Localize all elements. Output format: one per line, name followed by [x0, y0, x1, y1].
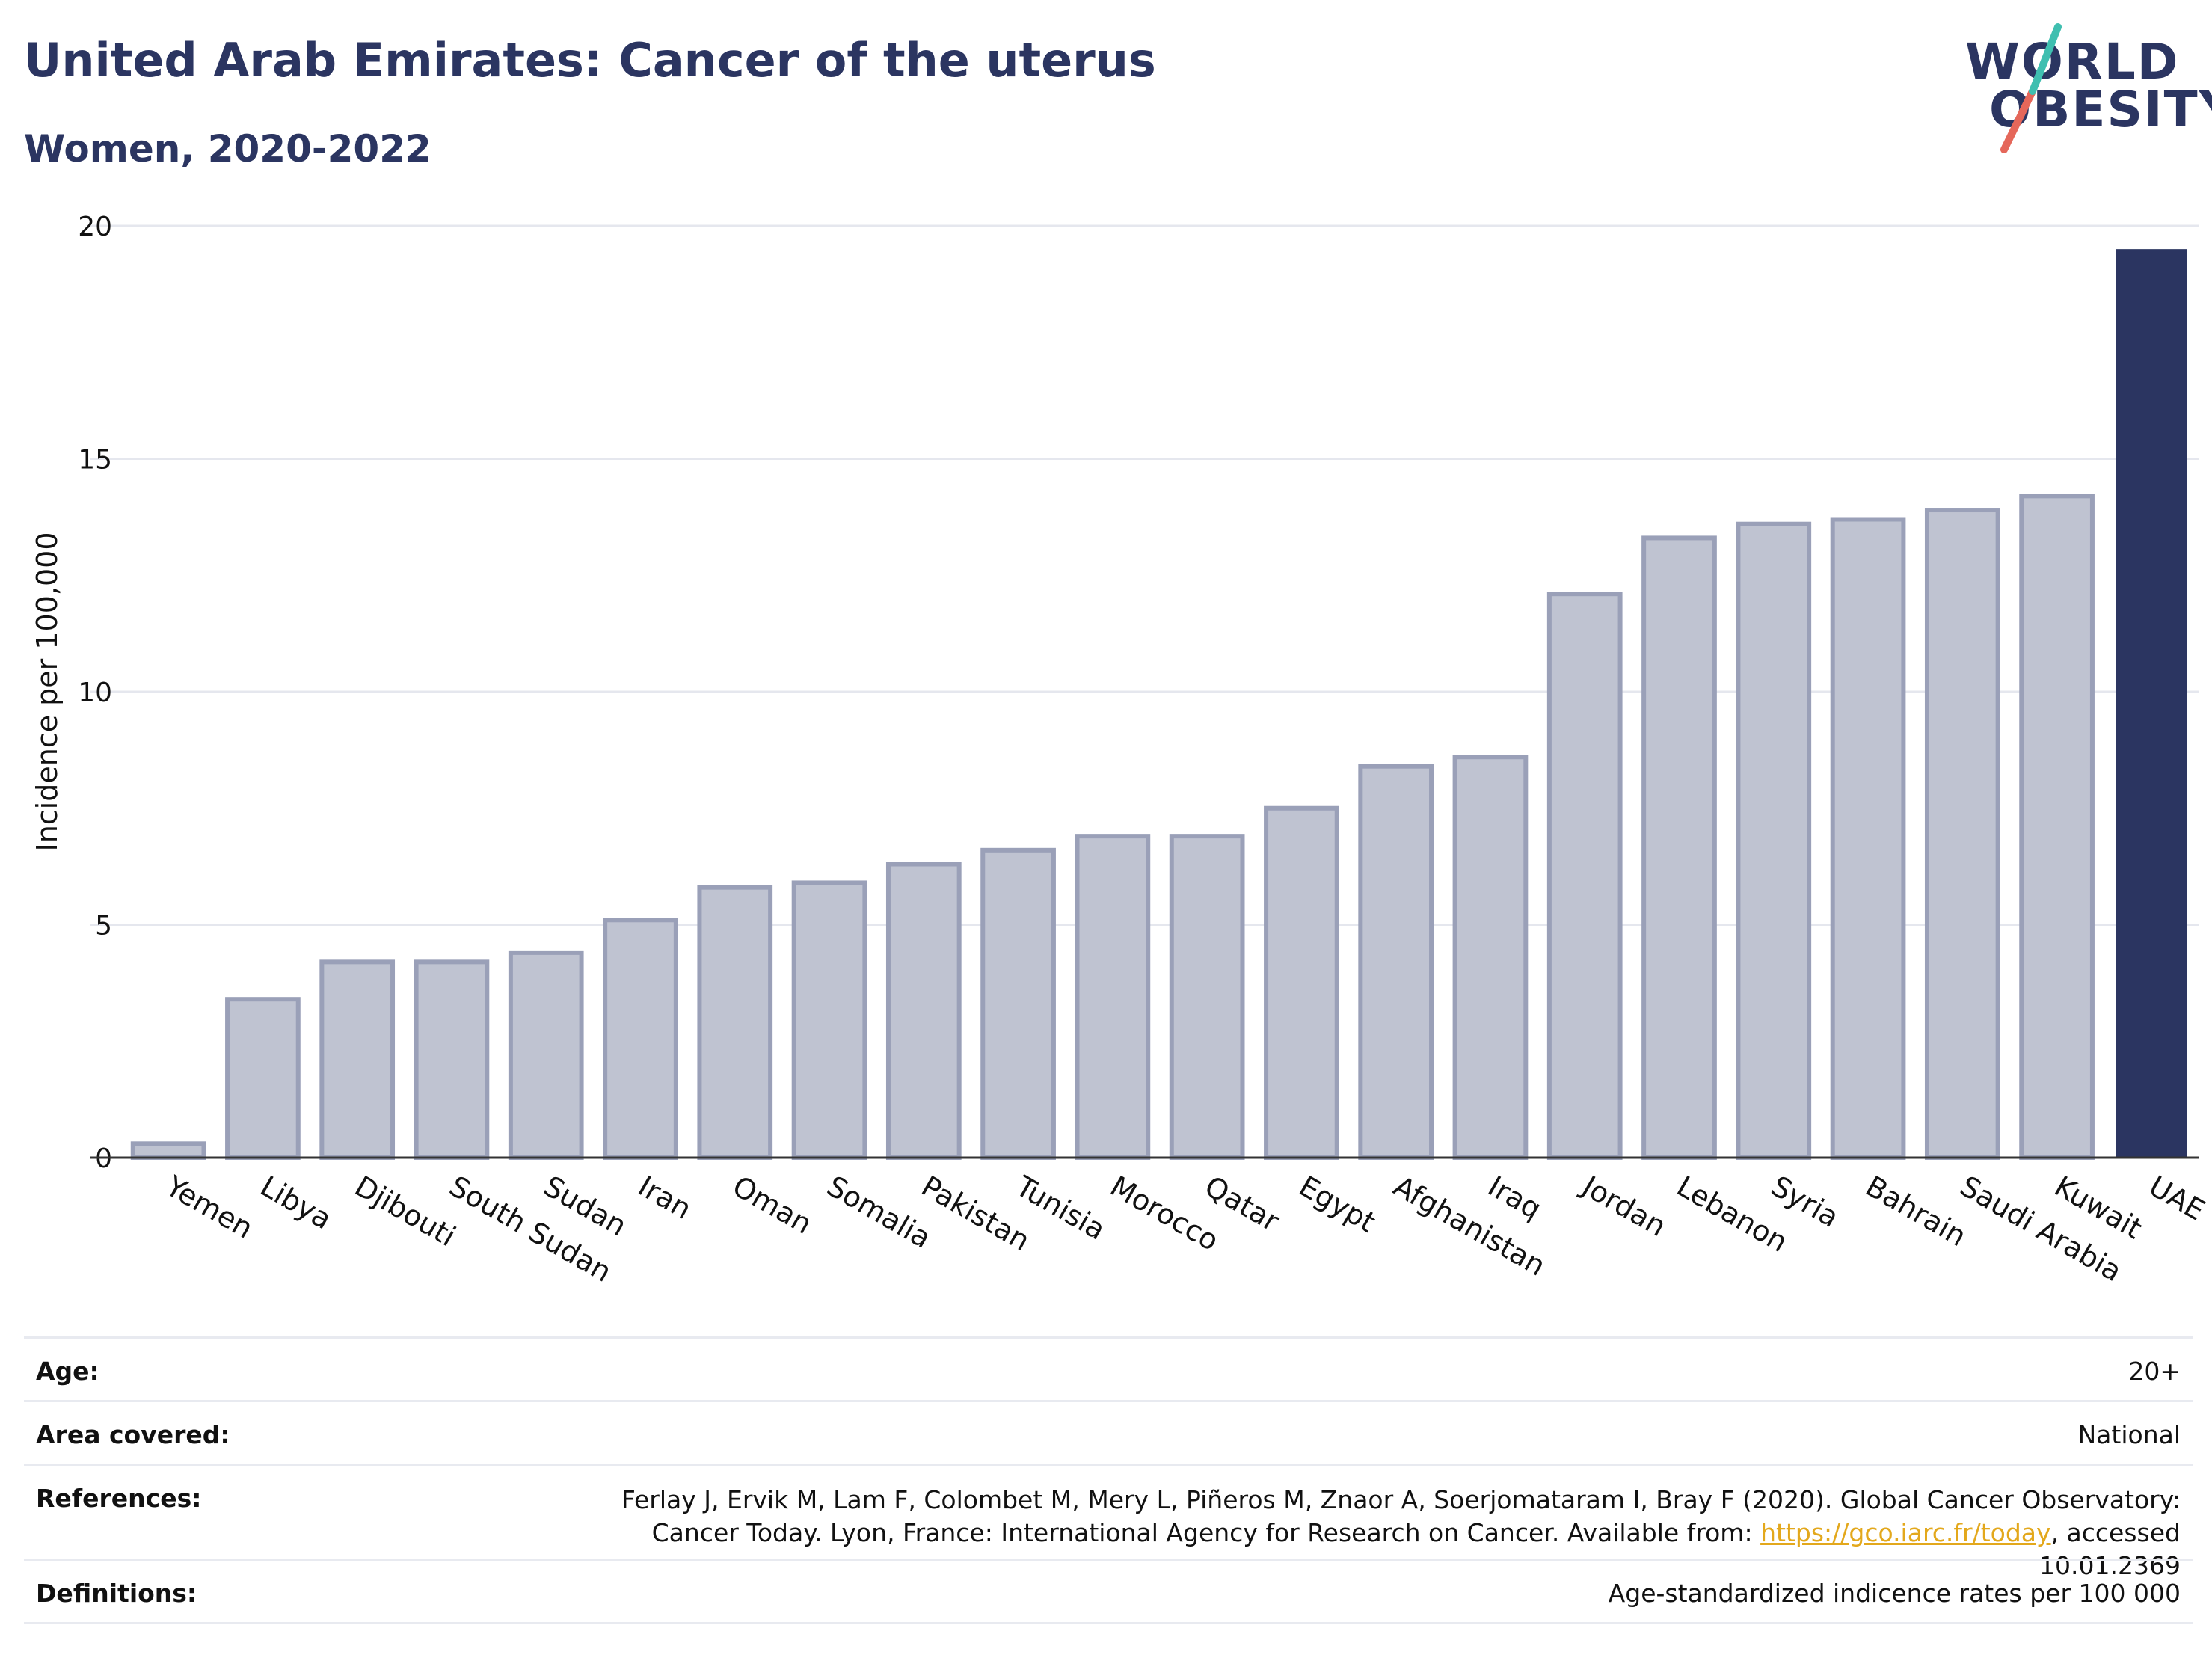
chart-subtitle: Women, 2020-2022 [24, 127, 431, 171]
bar-jordan [1546, 592, 1623, 1160]
definitions-label: Definitions: [36, 1579, 197, 1608]
bar-somalia [791, 880, 867, 1160]
y-tick-label: 10 [78, 678, 112, 708]
y-tick-label: 20 [78, 212, 112, 242]
bar-djibouti [319, 959, 396, 1160]
logo-word-1: WORLD [1965, 33, 2180, 90]
bar-libya [225, 997, 301, 1161]
logo-slash-icon [2000, 23, 2062, 153]
bar-kuwait [2019, 494, 2095, 1160]
bar-lebanon [1641, 535, 1717, 1161]
chart-title: United Arab Emirates: Cancer of the uter… [24, 33, 1156, 87]
x-tick-label: UAE [2143, 1170, 2210, 1227]
bar-afghanistan [1358, 764, 1434, 1160]
bar-pakistan [885, 862, 962, 1160]
bar-south-sudan [414, 959, 490, 1160]
x-tick-label: Saudi Arabia [1955, 1170, 2127, 1289]
definitions-value: Age-standardized indicence rates per 100… [1608, 1579, 2181, 1608]
x-tick-label: Somalia [822, 1170, 937, 1255]
bar-morocco [1075, 834, 1151, 1160]
bar-saudi-arabia [1924, 508, 2000, 1160]
y-tick-labels: 05101520 [78, 212, 112, 1174]
bars [130, 249, 2187, 1161]
age-row: Age: 20+ [24, 1336, 2193, 1400]
y-tick-label: 15 [78, 445, 112, 476]
bar-egypt [1264, 805, 1339, 1160]
chart-metadata-table: Age: 20+ Area covered: National Referenc… [24, 1336, 2193, 1624]
bar-iraq [1452, 755, 1529, 1160]
references-link[interactable]: https://gco.iarc.fr/today [1760, 1518, 2051, 1547]
area-row: Area covered: National [24, 1400, 2193, 1464]
references-row: References: Ferlay J, Ervik M, Lam F, Co… [24, 1464, 2193, 1580]
x-tick-label: Pakistan [916, 1170, 1036, 1258]
x-tick-label: Morocco [1105, 1170, 1224, 1258]
references-value: Ferlay J, Ervik M, Lam F, Colombet M, Me… [535, 1484, 2181, 1582]
bar-syria [1736, 521, 1812, 1161]
y-tick-label: 5 [95, 911, 112, 942]
bar-yemen [130, 1141, 206, 1161]
x-tick-label: Iran [633, 1170, 697, 1226]
bar-uae [2116, 249, 2187, 1158]
x-tick-label: Egypt [1294, 1170, 1381, 1239]
references-text: Ferlay J, Ervik M, Lam F, Colombet M, Me… [621, 1485, 2181, 1547]
x-tick-label: Yemen [160, 1169, 259, 1245]
bar-bahrain [1830, 517, 1906, 1160]
x-tick-label: Bahrain [1861, 1170, 1972, 1253]
bar-tunisia [980, 847, 1056, 1160]
y-axis-label: Incidence per 100,000 [31, 532, 64, 851]
bar-oman [697, 885, 773, 1160]
x-tick-label: Jordan [1576, 1169, 1671, 1244]
references-label: References: [36, 1484, 202, 1513]
age-label: Age: [36, 1357, 99, 1386]
bar-sudan [508, 950, 584, 1160]
bar-qatar [1169, 834, 1245, 1160]
definitions-row: Definitions: Age-standardized indicence … [24, 1559, 2193, 1624]
area-label: Area covered: [36, 1420, 230, 1449]
area-value: National [2077, 1420, 2181, 1449]
x-tick-label: Djibouti [349, 1170, 461, 1253]
x-tick-label: Iraq [1482, 1170, 1546, 1226]
age-value: 20+ [2128, 1357, 2181, 1386]
bar-iran [603, 918, 678, 1161]
x-tick-label: Libya [255, 1170, 337, 1236]
x-tick-label: South Sudan [443, 1170, 617, 1289]
x-tick-label: Oman [727, 1170, 817, 1241]
world-obesity-logo: WORLD OBESITY [1944, 22, 2212, 157]
references-accessed: , accessed 10.01.2369 [2039, 1518, 2181, 1580]
